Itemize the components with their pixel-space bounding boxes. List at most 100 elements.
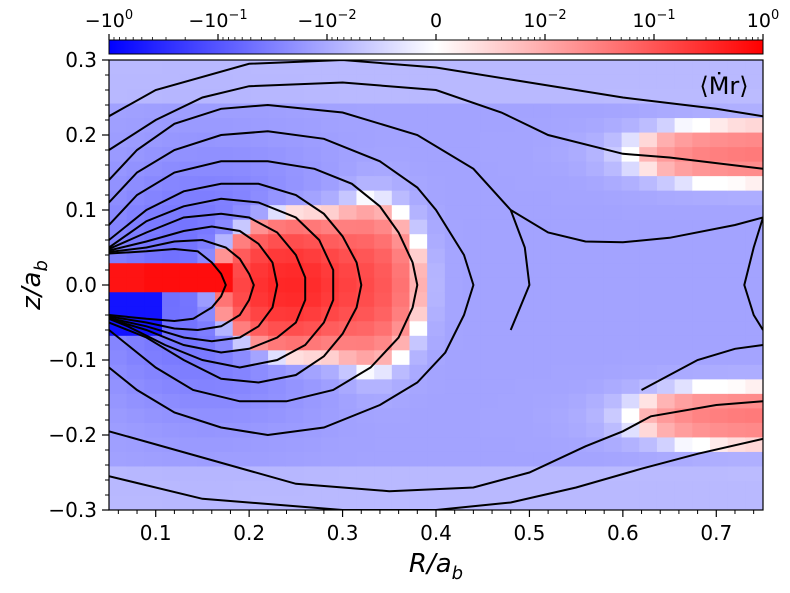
heatmap-cell xyxy=(374,451,393,468)
heatmap-cell xyxy=(374,335,393,351)
heatmap-cell xyxy=(568,219,587,235)
heatmap-cell xyxy=(109,437,128,453)
heatmap-cell xyxy=(603,161,623,177)
heatmap-cell xyxy=(444,437,464,453)
heatmap-cell xyxy=(179,495,198,510)
heatmap-cell xyxy=(391,89,411,105)
heatmap-cell xyxy=(621,480,640,497)
colorbar-tick-label: −10−2 xyxy=(297,8,356,32)
heatmap-cell xyxy=(162,176,181,192)
heatmap-cell xyxy=(515,321,534,337)
heatmap-cell xyxy=(656,495,676,510)
x-tick-label: 0.5 xyxy=(514,521,546,545)
heatmap-cell xyxy=(586,408,605,424)
heatmap-cell xyxy=(356,350,375,366)
heatmap-cell xyxy=(674,379,693,395)
heatmap-cell xyxy=(674,118,693,134)
heatmap-cell xyxy=(374,89,393,105)
heatmap-cell xyxy=(162,335,181,351)
heatmap-cell xyxy=(162,422,181,439)
heatmap-cell xyxy=(639,277,658,293)
heatmap-cell xyxy=(321,480,340,497)
heatmap-cell xyxy=(126,408,145,424)
heatmap-cell xyxy=(674,234,693,250)
heatmap-cell xyxy=(427,321,446,337)
heatmap-cell xyxy=(303,60,322,76)
heatmap-cell xyxy=(674,74,693,90)
heatmap-cell xyxy=(321,190,340,206)
heatmap-cell xyxy=(692,364,711,380)
heatmap-cell xyxy=(586,379,605,395)
heatmap-cell xyxy=(621,408,640,424)
heatmap-cell xyxy=(444,350,464,366)
heatmap-cell xyxy=(409,495,428,510)
heatmap-cell xyxy=(321,451,340,468)
heatmap-cell xyxy=(144,480,163,497)
heatmap-cell xyxy=(250,234,269,250)
heatmap-cell xyxy=(639,495,658,510)
heatmap-cell xyxy=(550,103,570,119)
heatmap-cell xyxy=(215,437,234,453)
heatmap-cell xyxy=(250,219,269,235)
heatmap-cell xyxy=(232,335,252,351)
heatmap-cell xyxy=(409,176,428,192)
heatmap-cell xyxy=(391,292,411,308)
heatmap-cell xyxy=(709,364,729,380)
heatmap-cell xyxy=(109,379,128,395)
heatmap-cell xyxy=(268,118,287,134)
heatmap-cell xyxy=(550,118,570,134)
x-axis-label: R/ab xyxy=(409,549,463,584)
heatmap-cell xyxy=(126,205,145,221)
heatmap-cell xyxy=(374,234,393,250)
heatmap-cell xyxy=(639,161,658,177)
heatmap-cell xyxy=(391,132,411,148)
heatmap-cell xyxy=(444,466,464,482)
heatmap-cell xyxy=(197,480,216,497)
heatmap-cell xyxy=(586,161,605,177)
heatmap-cell xyxy=(427,437,446,453)
heatmap-cell xyxy=(586,277,605,293)
heatmap-cell xyxy=(656,60,676,76)
heatmap-cell xyxy=(250,263,269,279)
heatmap-cell xyxy=(709,451,729,468)
heatmap-cell xyxy=(374,422,393,439)
heatmap-cell xyxy=(409,306,428,322)
y-axis: 0.3 0.2 0.1 0.0 −0.1 −0.2 −0.3 xyxy=(48,48,109,522)
heatmap-cell xyxy=(232,161,252,177)
heatmap-cell xyxy=(374,408,393,424)
heatmap-cell xyxy=(550,219,570,235)
heatmap-cell xyxy=(144,379,163,395)
heatmap-cell xyxy=(356,451,375,468)
heatmap-cell xyxy=(727,176,746,192)
heatmap-cell xyxy=(568,277,587,293)
contour-line xyxy=(109,60,763,118)
heatmap-cell xyxy=(109,495,128,510)
heatmap-cell xyxy=(285,466,305,482)
heatmap-cell xyxy=(409,422,428,439)
heatmap-cell xyxy=(480,393,499,409)
heatmap-cell xyxy=(444,408,464,424)
heatmap-cell xyxy=(462,350,481,366)
heatmap-cell xyxy=(497,60,517,76)
heatmap-cell xyxy=(462,466,481,482)
heatmap-cell xyxy=(621,335,640,351)
heatmap-cell xyxy=(692,74,711,90)
heatmap-cell xyxy=(444,176,464,192)
heatmap-cell xyxy=(215,118,234,134)
heatmap-cell xyxy=(179,176,198,192)
heatmap-cell xyxy=(674,350,693,366)
heatmap-cell xyxy=(126,437,145,453)
heatmap-cell xyxy=(603,60,623,76)
heatmap-cell xyxy=(533,248,552,264)
heatmap-cell xyxy=(621,89,640,105)
heatmap-cell xyxy=(674,292,693,308)
heatmap-cell xyxy=(374,219,393,235)
heatmap-cell xyxy=(674,393,693,409)
heatmap-cell xyxy=(427,190,446,206)
heatmap-cell xyxy=(321,379,340,395)
heatmap-cell xyxy=(109,89,128,105)
heatmap-cell xyxy=(197,263,216,279)
heatmap-cell xyxy=(550,466,570,482)
heatmap-cell xyxy=(268,89,287,105)
heatmap-cell xyxy=(374,480,393,497)
